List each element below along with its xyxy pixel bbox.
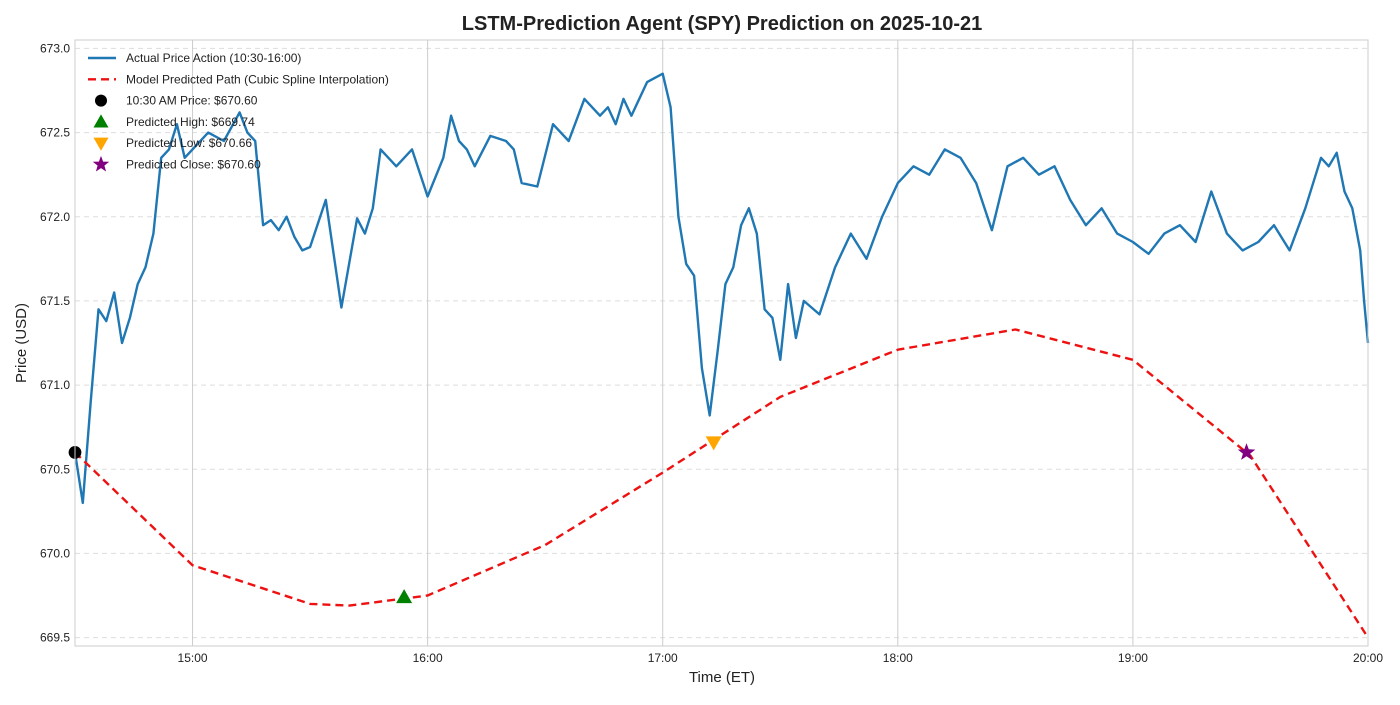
- x-tick-label: 18:00: [883, 651, 913, 665]
- legend-marker-swatch: [93, 114, 109, 128]
- legend-label: Predicted Close: $670.60: [126, 158, 261, 172]
- legend-label: Model Predicted Path (Cubic Spline Inter…: [126, 72, 389, 86]
- tick-labels: 669.5 670.0 670.5 671.0 671.5 672.0 672.5 673.0…: [40, 41, 1383, 665]
- marker-layer: [68, 436, 1256, 604]
- chart-title: LSTM-Prediction Agent (SPY) Prediction o…: [462, 13, 982, 35]
- predicted-high-marker: [396, 589, 413, 604]
- y-axis-label: Price (USD): [13, 303, 30, 383]
- legend: Actual Price Action (10:30-16:00) Model P…: [88, 51, 389, 172]
- y-tick-label: 670.5: [40, 462, 70, 476]
- series-layer: [73, 72, 1370, 639]
- predicted-low-marker: [705, 436, 722, 451]
- plot-frame: [74, 39, 1369, 647]
- x-tick-label: 19:00: [1118, 651, 1148, 665]
- legend-label: 10:30 AM Price: $670.60: [126, 94, 258, 108]
- legend-label: Predicted Low: $670.66: [126, 136, 252, 150]
- x-tick-label: 20:00: [1353, 651, 1383, 665]
- grid: [75, 40, 1369, 646]
- y-tick-label: 670.0: [40, 546, 70, 560]
- y-tick-label: 671.5: [40, 294, 70, 308]
- legend-marker-swatch: [95, 94, 107, 107]
- y-tick-label: 673.0: [40, 41, 70, 55]
- y-tick-label: 672.5: [40, 126, 70, 140]
- y-tick-label: 669.5: [40, 631, 70, 645]
- legend-marker-swatch: [93, 137, 109, 151]
- x-tick-label: 17:00: [648, 651, 678, 665]
- legend-label: Actual Price Action (10:30-16:00): [126, 51, 301, 65]
- x-tick-label: 15:00: [178, 651, 208, 665]
- legend-label: Predicted High: $669.74: [126, 115, 255, 129]
- actual-price-line: [73, 72, 1370, 505]
- legend-marker-swatch: [92, 155, 110, 172]
- x-tick-label: 16:00: [413, 651, 443, 665]
- y-tick-label: 671.0: [40, 378, 70, 392]
- x-axis-label: Time (ET): [689, 669, 755, 686]
- predicted-close-marker: [1237, 443, 1256, 460]
- predicted-path-line: [74, 328, 1370, 639]
- y-tick-label: 672.0: [40, 210, 70, 224]
